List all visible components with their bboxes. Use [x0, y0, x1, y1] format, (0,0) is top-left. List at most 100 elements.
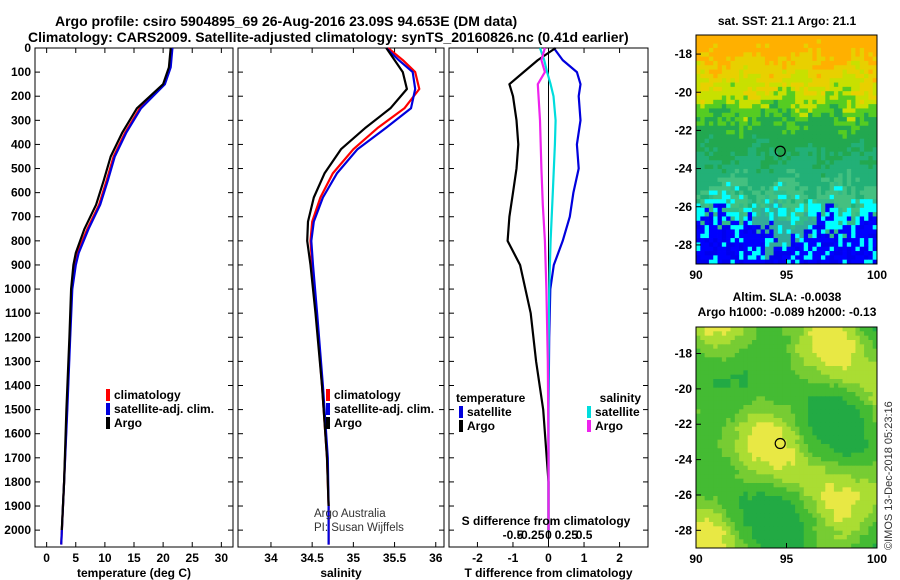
heatmap-cell [752, 461, 757, 467]
heatmap-cell [786, 65, 792, 70]
heatmap-cell [764, 543, 770, 549]
heatmap-cell [859, 99, 865, 105]
heatmap-cell [708, 86, 714, 92]
y-tick-label: 1200 [4, 330, 31, 344]
heatmap-cell [838, 435, 843, 441]
heatmap-cell [704, 418, 710, 423]
heatmap-cell [786, 229, 792, 235]
heatmap-cell [777, 125, 783, 131]
heatmap-cell [829, 160, 835, 166]
heatmap-cell [864, 543, 869, 549]
heatmap-cell [786, 91, 792, 96]
heatmap-cell [864, 117, 869, 122]
heatmap-cell [855, 69, 861, 75]
heatmap-cell [769, 379, 774, 384]
heatmap-cell [829, 543, 835, 549]
heatmap-cell [846, 457, 852, 462]
heatmap-cell [721, 190, 727, 196]
heatmap-cell [820, 366, 826, 371]
heatmap-cell [790, 357, 796, 363]
heatmap-cell [769, 233, 774, 239]
heatmap-cell [833, 483, 839, 488]
heatmap-cell [721, 134, 727, 140]
heatmap-cell [721, 47, 727, 53]
heatmap-cell [696, 65, 701, 70]
heatmap-cell [708, 181, 714, 187]
heatmap-cell [777, 138, 783, 144]
heatmap-cell [868, 470, 874, 475]
heatmap-cell [747, 181, 753, 187]
heatmap-cell [851, 138, 856, 144]
heatmap-cell [825, 164, 830, 170]
heatmap-cell [700, 56, 706, 62]
heatmap-cell [872, 35, 878, 40]
heatmap-cell [782, 199, 787, 204]
heatmap-cell [734, 396, 740, 402]
heatmap-cell [743, 483, 749, 488]
heatmap-cell [803, 117, 809, 122]
heatmap-cell [795, 121, 800, 127]
heatmap-cell [752, 160, 757, 166]
heatmap-cell [700, 251, 706, 256]
heatmap-cell [730, 392, 736, 397]
heatmap-cell [790, 52, 796, 57]
heatmap-cell [795, 344, 800, 350]
heatmap-cell [851, 173, 856, 178]
heatmap-cell [825, 194, 830, 200]
heatmap-cell [786, 86, 792, 92]
heatmap-cell [864, 418, 869, 423]
heatmap-cell [764, 526, 770, 532]
heatmap-cell [730, 340, 736, 345]
heatmap-cell [752, 143, 757, 148]
heatmap-cell [825, 168, 830, 174]
heatmap-cell [696, 370, 701, 376]
heatmap-cell [734, 91, 740, 96]
heatmap-cell [747, 452, 753, 458]
heatmap-cell [764, 335, 770, 341]
heatmap-cell [825, 95, 830, 101]
heatmap-cell [833, 225, 839, 230]
heatmap-cell [833, 392, 839, 397]
heatmap-cell [708, 246, 714, 252]
heatmap-cell [795, 539, 800, 545]
heatmap-cell [734, 357, 740, 363]
heatmap-cell [803, 448, 809, 454]
heatmap-cell [704, 530, 710, 536]
heatmap-cell [838, 220, 843, 226]
heatmap-cell [846, 138, 852, 144]
heatmap-cell [846, 331, 852, 337]
heatmap-cell [700, 539, 706, 545]
heatmap-cell [786, 409, 792, 415]
heatmap-cell [851, 465, 856, 471]
heatmap-cell [696, 470, 701, 475]
heatmap-cell [842, 229, 848, 235]
heatmap-cell [726, 535, 731, 540]
heatmap-cell [696, 125, 701, 131]
heatmap-cell [812, 513, 818, 519]
heatmap-cell [838, 487, 843, 493]
heatmap-cell [743, 457, 749, 462]
heatmap-cell [717, 173, 723, 178]
heatmap-cell [773, 530, 779, 536]
heatmap-cell [812, 246, 818, 252]
heatmap-cell [726, 522, 731, 527]
heatmap-cell [717, 164, 723, 170]
heatmap-cell [747, 491, 753, 497]
heatmap-cell [851, 474, 856, 480]
heatmap-cell [734, 134, 740, 140]
heatmap-cell [803, 52, 809, 57]
heatmap-cell [808, 452, 813, 458]
heatmap-cell [838, 357, 843, 363]
heatmap-cell [872, 108, 878, 114]
heatmap-cell [816, 212, 822, 217]
heatmap-cell [820, 496, 826, 501]
heatmap-cell [795, 439, 800, 445]
heatmap-cell [752, 164, 757, 170]
heatmap-cell [838, 409, 843, 415]
heatmap-cell [760, 65, 766, 70]
heatmap-cell [799, 134, 805, 140]
heatmap-cell [799, 340, 805, 345]
temperature-difference-line [506, 47, 557, 531]
heatmap-cell [851, 400, 856, 406]
heatmap-cell [864, 242, 869, 248]
